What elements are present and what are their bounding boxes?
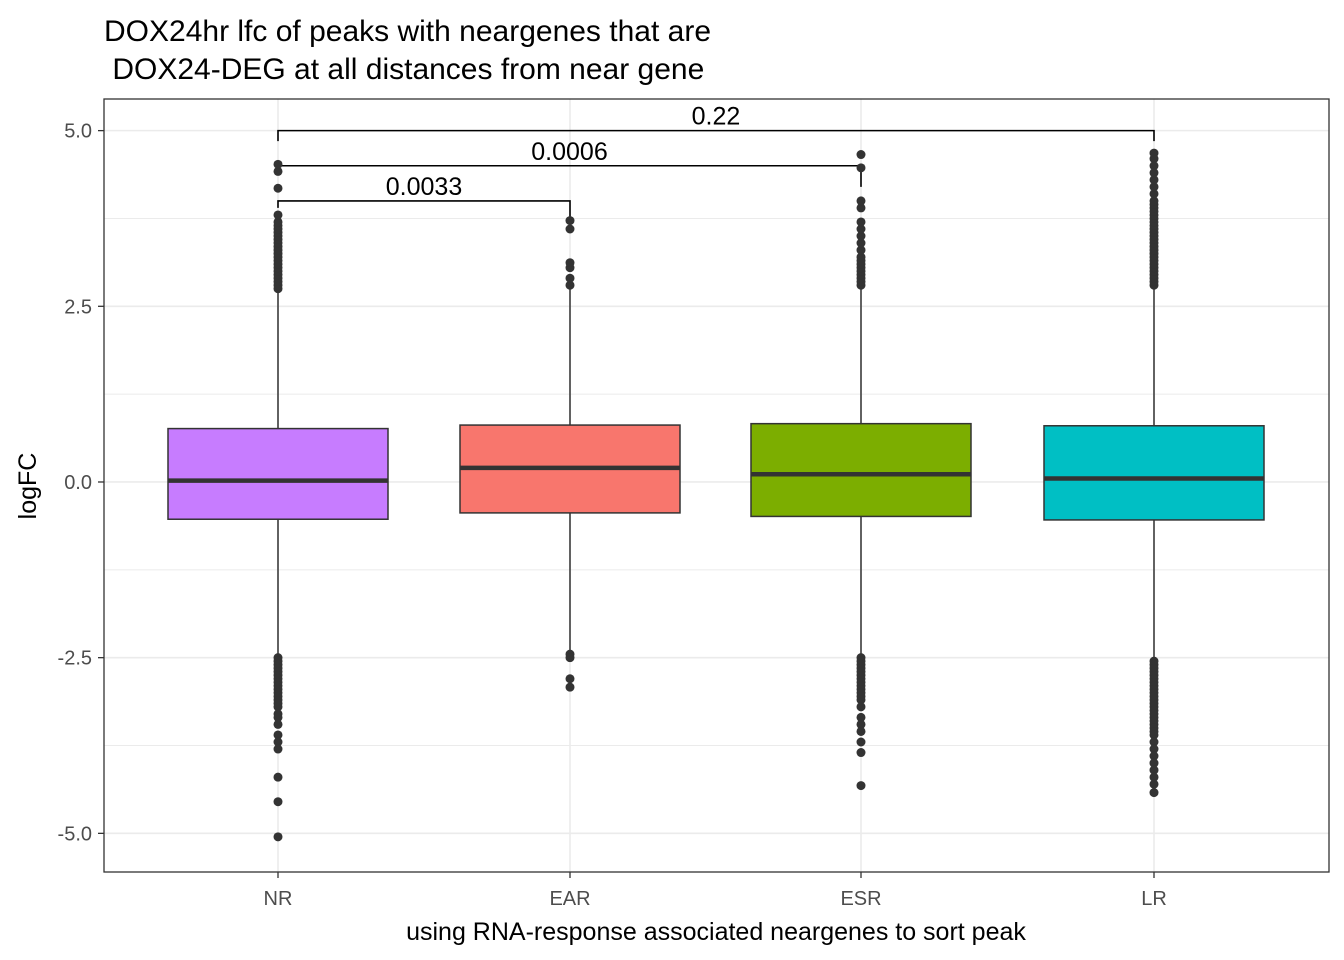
- sig-bracket: 0.22: [277, 103, 1155, 142]
- outlier-point: [1149, 175, 1159, 185]
- box-group-lr: [1043, 148, 1265, 798]
- outlier-point: [1149, 161, 1159, 171]
- outlier-point: [1149, 779, 1159, 789]
- outlier-point: [273, 832, 283, 842]
- boxes: [167, 148, 1265, 842]
- sig-bracket: 0.0033: [277, 173, 571, 219]
- outlier-point: [856, 252, 866, 262]
- outlier-point: [856, 712, 866, 722]
- outlier-point: [856, 150, 866, 160]
- outlier-point: [273, 210, 283, 220]
- box-group-esr: [750, 150, 972, 791]
- outlier-point: [1149, 182, 1159, 192]
- outlier-point: [273, 719, 283, 729]
- y-tick-label: -5.0: [58, 823, 92, 845]
- box-group-nr: [167, 159, 389, 842]
- chart-title: DOX24hr lfc of peaks with neargenes that…: [104, 15, 711, 86]
- sig-bracket-line: [277, 200, 571, 219]
- outlier-point: [1149, 744, 1159, 754]
- sig-label: 0.0033: [386, 173, 462, 201]
- outlier-point: [1149, 788, 1159, 798]
- outlier-point: [273, 737, 283, 747]
- y-tick-label: 0.0: [64, 472, 92, 494]
- outlier-point: [565, 258, 575, 268]
- outlier-point: [1149, 148, 1159, 158]
- box-esr: [750, 422, 972, 518]
- outlier-point: [1149, 751, 1159, 761]
- outlier-point: [273, 730, 283, 740]
- outlier-point: [273, 744, 283, 754]
- sig-label: 0.22: [692, 103, 741, 131]
- box-lr: [1043, 425, 1265, 521]
- outlier-point: [856, 719, 866, 729]
- x-tick-label: NR: [264, 888, 293, 910]
- outlier-point: [273, 702, 283, 712]
- outlier-point: [565, 682, 575, 692]
- outlier-point: [856, 245, 866, 255]
- outlier-point: [565, 273, 575, 283]
- outlier-point: [856, 196, 866, 206]
- x-axis-title: using RNA-response associated neargenes …: [406, 918, 1026, 946]
- outlier-point: [856, 737, 866, 747]
- outlier-point: [273, 159, 283, 169]
- outlier-point: [1149, 730, 1159, 740]
- panel-border: [103, 98, 1330, 873]
- outlier-point: [1149, 168, 1159, 178]
- outlier-point: [856, 238, 866, 248]
- outlier-point: [273, 797, 283, 807]
- outlier-point: [1149, 772, 1159, 782]
- outlier-point: [856, 163, 866, 173]
- y-tick-label: -2.5: [58, 648, 92, 670]
- sig-bracket-line: [277, 129, 1155, 142]
- outlier-point: [856, 695, 866, 705]
- outlier-point: [273, 166, 283, 176]
- outlier-point: [1149, 737, 1159, 747]
- outlier-point: [1149, 189, 1159, 199]
- chart-title-line-2: DOX24-DEG at all distances from near gen…: [104, 53, 704, 86]
- axes: -5.0 -2.5 0.0 2.5 5.0 NR EAR ESR LR: [58, 121, 1167, 910]
- y-tick-label: 2.5: [64, 296, 92, 318]
- box-nr: [167, 427, 389, 520]
- outlier-point: [1149, 758, 1159, 768]
- outlier-point: [856, 217, 866, 227]
- y-axis-title: logFC: [14, 453, 42, 520]
- y-tick-label: 5.0: [64, 121, 92, 143]
- outlier-point: [1149, 196, 1159, 206]
- outlier-point: [273, 183, 283, 193]
- outlier-point: [565, 224, 575, 234]
- outlier-point: [856, 203, 866, 213]
- outlier-point: [856, 748, 866, 758]
- outlier-point: [565, 216, 575, 226]
- x-tick-label: ESR: [840, 888, 881, 910]
- outlier-point: [565, 674, 575, 684]
- outlier-point: [856, 231, 866, 241]
- outlier-point: [565, 280, 575, 290]
- outlier-point: [1149, 765, 1159, 775]
- outlier-point: [273, 772, 283, 782]
- box-group-ear: [459, 216, 681, 692]
- outlier-point: [565, 653, 575, 663]
- sig-label: 0.0006: [531, 138, 607, 166]
- outlier-point: [273, 217, 283, 227]
- outlier-point: [856, 726, 866, 736]
- outlier-point: [856, 702, 866, 712]
- outlier-point: [273, 712, 283, 722]
- outlier-point: [856, 224, 866, 234]
- outlier-point: [856, 781, 866, 791]
- chart-title-line-1: DOX24hr lfc of peaks with neargenes that…: [104, 15, 711, 48]
- x-tick-label: LR: [1141, 888, 1167, 910]
- significance-brackets: 0.22 0.0006 0.0033: [277, 103, 1155, 219]
- x-tick-label: EAR: [549, 888, 590, 910]
